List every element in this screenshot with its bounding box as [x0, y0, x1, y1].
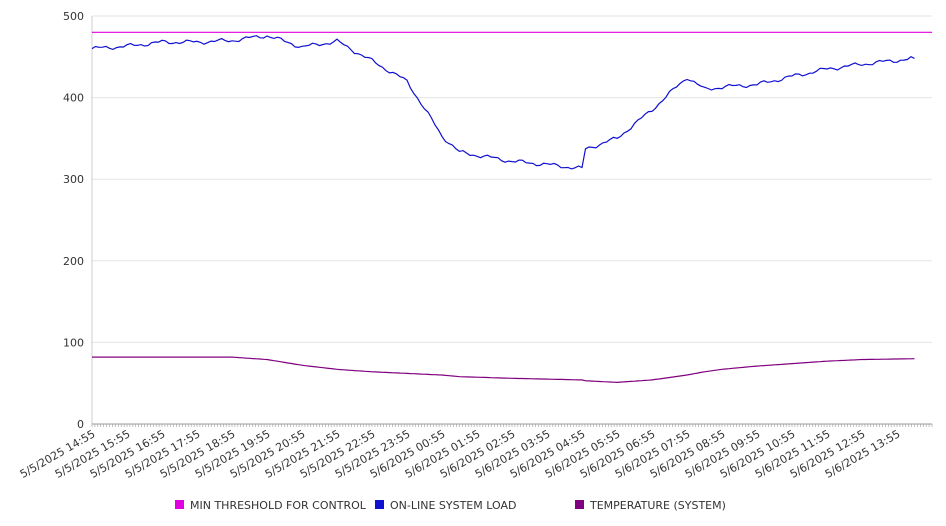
y-tick-label: 300: [63, 173, 84, 186]
legend-swatch: [175, 500, 184, 509]
series-line-2: [92, 356, 915, 384]
y-tick-label: 500: [63, 10, 84, 23]
legend-label: TEMPERATURE (SYSTEM): [589, 499, 726, 512]
legend-label: ON-LINE SYSTEM LOAD: [390, 499, 516, 512]
x-axis-ticks: 5/5/2025 14:555/5/2025 15:555/5/2025 16:…: [18, 427, 903, 481]
series-line-1: [91, 35, 915, 170]
y-tick-label: 200: [63, 255, 84, 268]
legend: MIN THRESHOLD FOR CONTROL ON-LINE SYSTEM …: [175, 499, 726, 512]
legend-swatch: [575, 500, 584, 509]
legend-label: MIN THRESHOLD FOR CONTROL: [190, 499, 367, 512]
y-tick-label: 400: [63, 92, 84, 105]
axes: [91, 16, 933, 427]
y-tick-label: 100: [63, 336, 84, 349]
series-lines: [91, 31, 932, 384]
y-axis-ticks: 0 100 200 300 400 500: [63, 10, 84, 431]
y-tick-label: 0: [77, 418, 84, 431]
legend-swatch: [375, 500, 384, 509]
